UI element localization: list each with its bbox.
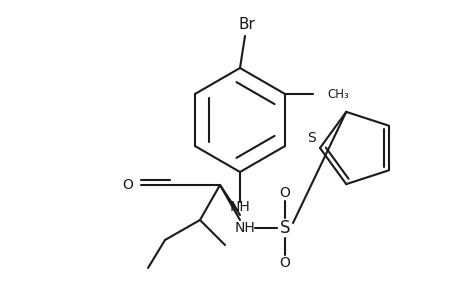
Text: O: O xyxy=(279,256,290,270)
Text: CH₃: CH₃ xyxy=(326,88,348,100)
Text: NH: NH xyxy=(229,200,250,214)
Text: S: S xyxy=(307,131,316,145)
Text: O: O xyxy=(122,178,133,192)
Text: S: S xyxy=(279,219,290,237)
Text: O: O xyxy=(279,186,290,200)
Text: Br: Br xyxy=(238,16,255,32)
Text: NH: NH xyxy=(234,221,255,235)
